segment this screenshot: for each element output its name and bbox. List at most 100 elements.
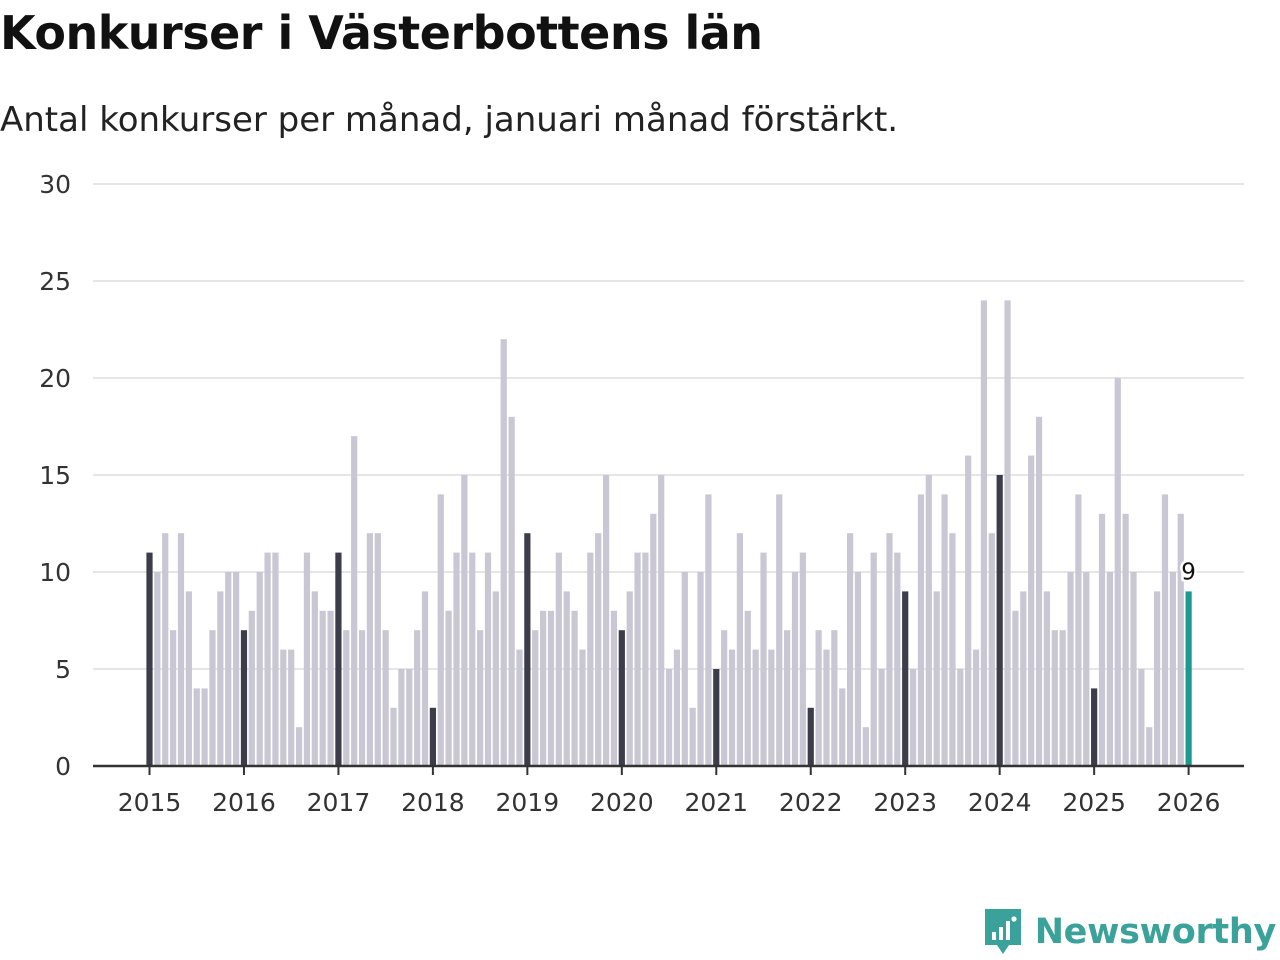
bar <box>1154 591 1161 766</box>
bar <box>445 610 452 766</box>
bar <box>925 475 932 766</box>
bar <box>1161 494 1169 766</box>
bar <box>988 533 995 766</box>
bar <box>791 572 799 766</box>
bar <box>406 669 413 766</box>
bar <box>776 494 783 766</box>
bar <box>721 630 728 766</box>
bar <box>579 649 586 766</box>
bar <box>839 688 846 766</box>
x-tick-label: 2026 <box>1157 788 1221 817</box>
data-label: 9 <box>1181 559 1196 585</box>
bar <box>854 572 862 766</box>
y-tick-label: 5 <box>55 655 71 684</box>
bar <box>1059 630 1066 766</box>
bar-january <box>713 669 720 766</box>
bar <box>162 533 169 766</box>
bar <box>225 572 232 766</box>
bar <box>201 688 208 766</box>
bar <box>642 552 649 766</box>
bar <box>532 630 539 766</box>
bar <box>673 649 681 766</box>
bar <box>193 688 200 766</box>
bar <box>414 630 421 766</box>
bar <box>477 630 484 766</box>
bar <box>752 649 759 766</box>
bar-january <box>335 552 342 766</box>
bar <box>1169 572 1176 766</box>
bar <box>453 552 460 766</box>
bar <box>1122 513 1129 766</box>
bar <box>272 552 279 766</box>
bar <box>1075 494 1082 766</box>
bar <box>492 591 499 766</box>
bar <box>563 591 570 766</box>
x-tick-label: 2025 <box>1062 788 1126 817</box>
bar <box>847 533 854 766</box>
bar <box>1028 455 1035 766</box>
bar <box>799 552 806 766</box>
bar <box>1177 513 1184 766</box>
x-tick-label: 2022 <box>779 788 843 817</box>
bar <box>862 727 869 766</box>
bar-latest <box>1185 591 1192 766</box>
bar <box>382 630 389 766</box>
bar <box>1146 727 1153 766</box>
bar <box>870 552 877 766</box>
y-tick-label: 10 <box>39 558 71 587</box>
bar-january <box>996 475 1003 766</box>
bar <box>248 610 255 766</box>
bar <box>358 630 366 766</box>
bar <box>595 533 602 766</box>
y-tick-label: 15 <box>39 461 71 490</box>
bar <box>366 533 374 766</box>
bar <box>823 649 830 766</box>
bar <box>949 533 956 766</box>
y-tick-label: 30 <box>39 170 71 199</box>
bar <box>728 649 736 766</box>
bar <box>957 669 964 766</box>
bar <box>516 649 523 766</box>
bar <box>689 707 696 766</box>
bar <box>886 533 893 766</box>
x-tick-label: 2019 <box>496 788 560 817</box>
bar <box>461 475 468 766</box>
bar <box>650 513 657 766</box>
bar <box>1035 416 1043 766</box>
bar <box>421 591 429 766</box>
bar <box>1067 572 1074 766</box>
bar <box>634 552 641 766</box>
bar <box>232 572 240 766</box>
chart-subtitle: Antal konkurser per månad, januari månad… <box>0 100 899 140</box>
bar <box>681 572 688 766</box>
bar <box>280 649 287 766</box>
brand-name: Newsworthy <box>1034 912 1277 952</box>
bar <box>972 649 980 766</box>
bar <box>398 669 405 766</box>
bar <box>154 572 161 766</box>
x-tick-label: 2024 <box>968 788 1032 817</box>
bar <box>697 572 704 766</box>
bar <box>744 610 751 766</box>
bar <box>469 552 476 766</box>
bar <box>965 455 972 766</box>
bar <box>1004 300 1011 766</box>
bar <box>665 669 673 766</box>
bar <box>185 591 192 766</box>
bar <box>540 610 547 766</box>
bar <box>1138 669 1145 766</box>
bar <box>587 552 594 766</box>
bar <box>894 552 901 766</box>
newsworthy-logo-icon <box>984 909 1021 954</box>
bar <box>571 610 578 766</box>
bar <box>264 552 271 766</box>
y-tick-label: 20 <box>39 364 71 393</box>
brand: Newsworthy <box>983 906 1276 958</box>
y-tick-label: 25 <box>39 267 71 296</box>
bar-january <box>1091 688 1098 766</box>
bar <box>1012 610 1019 766</box>
bar <box>555 552 562 766</box>
bar-january <box>524 533 531 766</box>
x-tick-label: 2017 <box>307 788 371 817</box>
